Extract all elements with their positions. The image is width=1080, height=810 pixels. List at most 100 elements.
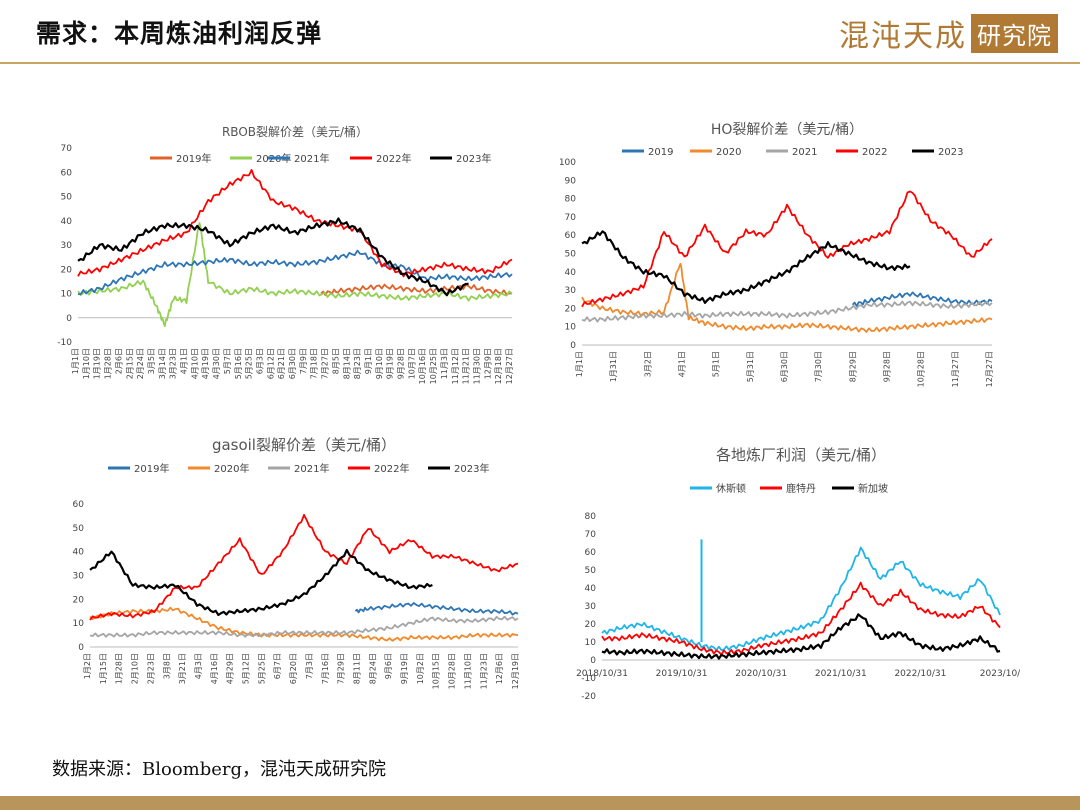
- y-tick-label: 20: [73, 595, 85, 605]
- x-tick-label: 5月25日: [257, 653, 266, 684]
- logo-box: 研究院: [971, 13, 1058, 53]
- x-tick-label: 1月1日: [71, 348, 80, 374]
- x-tick-label: 10月2日: [416, 653, 425, 684]
- y-tick-label: 80: [565, 195, 577, 205]
- x-tick-label: 9月1日: [364, 348, 373, 374]
- x-tick-label: 2月15日: [125, 348, 134, 379]
- y-tick-label: 0: [78, 643, 84, 653]
- x-tick-label: 3月5日: [147, 348, 156, 374]
- x-tick-label: 7月9日: [299, 348, 308, 374]
- legend-label: 2020: [716, 147, 741, 158]
- y-tick-label: 10: [585, 638, 597, 648]
- x-tick-label: 7月18日: [310, 348, 319, 379]
- y-tick-label: 50: [61, 193, 73, 203]
- footer-bar: [0, 796, 1080, 810]
- x-tick-label: 9月6日: [384, 653, 393, 679]
- y-tick-label: 30: [565, 286, 577, 296]
- x-tick-label: 1月15日: [99, 653, 108, 684]
- x-tick-label: 11月23日: [479, 653, 488, 689]
- x-tick-label: 12月19日: [511, 653, 520, 689]
- x-tick-label: 4月1日: [678, 351, 687, 377]
- x-tick-label: 2022/10/31: [894, 669, 946, 679]
- chart-refinery: 各地炼厂利润（美元/桶） 休斯顿 鹿特丹 新加坡 -20 -10 0 10 20 30 40 50 60…: [560, 440, 1020, 710]
- x-tick-label: 12月9日: [483, 348, 492, 379]
- x-tick-label: 1月28日: [104, 348, 113, 379]
- legend-label: 2021年: [294, 462, 329, 475]
- x-tick-label: 2月10日: [131, 653, 140, 684]
- y-tick-label: 40: [585, 584, 597, 594]
- x-tick-label: 10月28日: [448, 653, 457, 689]
- x-tick-label: 11月12日: [451, 348, 460, 384]
- y-tick-label: 10: [73, 619, 85, 629]
- series-line: [320, 283, 513, 297]
- series-line: [581, 230, 911, 304]
- legend-label: 2019: [648, 147, 673, 158]
- y-tick-label: 30: [585, 602, 597, 612]
- x-tick-label: 8月23日: [353, 348, 362, 379]
- logo: 混沌天成 研究院: [839, 13, 1058, 54]
- chart-ho: HO裂解价差（美元/桶） 2019 2020 2021 2022 2023 0 10 20 30 4…: [560, 120, 1010, 400]
- x-tick-label: 10月25日: [429, 348, 438, 384]
- legend-label: 2022年: [374, 462, 409, 475]
- series-line: [601, 581, 1001, 656]
- x-tick-label: 3月23日: [169, 348, 178, 379]
- x-tick-label: 1月2日: [83, 653, 92, 679]
- x-tick-label: 2018/10/31: [576, 669, 628, 679]
- x-tick-label: 5月12日: [242, 653, 251, 684]
- y-tick-label: 60: [565, 231, 577, 241]
- series-line: [601, 546, 1001, 651]
- chart-title: gasoil裂解价差（美元/桶）: [212, 436, 396, 454]
- x-tick-label: 4月30日: [212, 348, 221, 379]
- legend-label: 2019年: [176, 152, 211, 165]
- x-tick-label: 8月29日: [848, 351, 857, 382]
- y-tick-label: 0: [66, 314, 72, 324]
- x-tick-label: 7月3日: [305, 653, 314, 679]
- x-tick-label: 6月3日: [255, 348, 264, 374]
- x-tick-label: 7月30日: [814, 351, 823, 382]
- x-tick-label: 6月30日: [780, 351, 789, 382]
- y-tick-label: 80: [585, 512, 597, 522]
- series-line: [581, 262, 993, 333]
- x-tick-label: 2023/10/: [980, 669, 1020, 679]
- series-line: [89, 606, 519, 642]
- x-tick-label: 8月14日: [342, 348, 351, 379]
- y-tick-label: 60: [73, 500, 85, 510]
- series-line: [77, 169, 513, 278]
- legend-label: 2023年: [454, 462, 489, 475]
- header: 需求：本周炼油利润反弹 混沌天成 研究院: [0, 0, 1080, 64]
- y-tick-label: 10: [565, 323, 577, 333]
- y-tick-label: 20: [565, 304, 577, 314]
- x-tick-label: 12月6日: [495, 653, 504, 684]
- x-tick-label: 1月19日: [93, 348, 102, 379]
- x-tick-label: 4月29日: [226, 653, 235, 684]
- y-tick-label: 50: [565, 250, 577, 260]
- series-line: [89, 615, 519, 638]
- y-tick-label: 60: [585, 548, 597, 558]
- x-tick-label: 12月27日: [505, 348, 514, 384]
- x-tick-label: 11月10日: [463, 653, 472, 689]
- chart-svg-refinery: 各地炼厂利润（美元/桶） 休斯顿 鹿特丹 新加坡 -20 -10 0 10 20 30 40 50 60…: [576, 446, 1020, 702]
- x-tick-label: 8月11日: [352, 653, 361, 684]
- legend-label: 2021年: [294, 152, 329, 165]
- y-tick-label: 0: [570, 341, 576, 351]
- x-tick-label: 9月10日: [375, 348, 384, 379]
- x-tick-label: 8月5日: [331, 348, 340, 374]
- x-tick-label: 8月24日: [368, 653, 377, 684]
- x-tick-label: 2021/10/31: [815, 669, 867, 679]
- y-tick-label: -10: [57, 338, 72, 348]
- page-title: 需求：本周炼油利润反弹: [36, 19, 323, 48]
- y-tick-label: -10: [581, 674, 596, 684]
- chart-title: 各地炼厂利润（美元/桶）: [716, 446, 886, 464]
- y-tick-label: 40: [565, 268, 577, 278]
- x-tick-label: 5月25日: [245, 348, 254, 379]
- x-tick-label: 3月2日: [643, 351, 652, 377]
- legend-label: 2023: [938, 147, 963, 158]
- chart-svg-ho: HO裂解价差（美元/桶） 2019 2020 2021 2022 2023 0 10 20 30 4…: [560, 122, 994, 387]
- x-tick-label: 9月28日: [397, 348, 406, 379]
- source-note: 数据来源：Bloomberg，混沌天成研究院: [52, 759, 387, 780]
- y-tick-label: 20: [61, 265, 73, 275]
- series-line: [77, 249, 513, 296]
- x-tick-label: 7月29日: [337, 653, 346, 684]
- legend-label: 2020年: [214, 462, 249, 475]
- chart-rbob: RBOB裂解价差（美元/桶）2019年2020年2021年2022年2023年-…: [50, 120, 530, 400]
